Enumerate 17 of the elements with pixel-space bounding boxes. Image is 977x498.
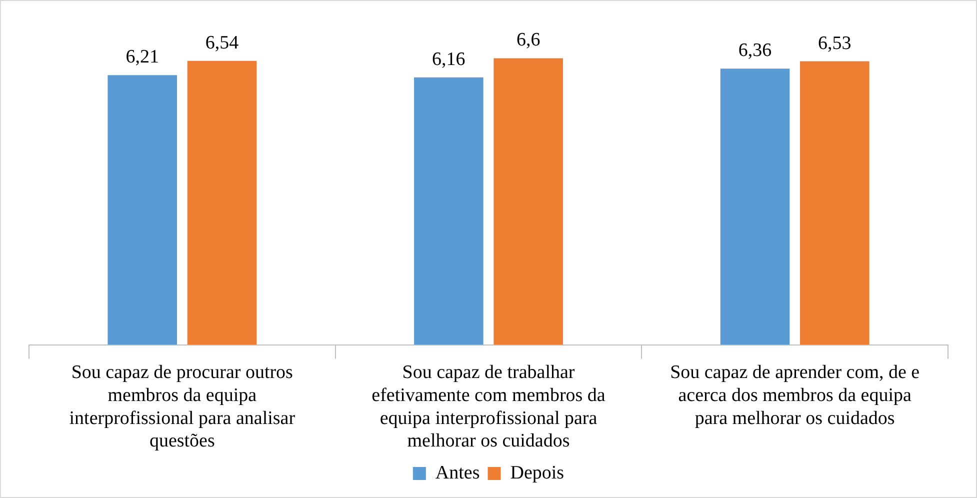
bar	[494, 58, 563, 345]
bar	[108, 75, 177, 345]
data-label: 6,54	[205, 32, 240, 54]
x-tick-label: Sou capaz de procurar outros membros da equipa interprofissional para analisar questões	[69, 362, 296, 452]
legend-label: Antes	[435, 462, 480, 484]
bar	[187, 60, 257, 345]
data-label: 6,6	[516, 30, 540, 51]
data-label: 6,36	[738, 40, 772, 62]
legend-label: Depois	[510, 462, 564, 484]
x-tick-label: Sou capaz de aprender com, de e acerca dos membros da equipa para melhorar os cuidados	[670, 362, 920, 429]
data-label: 6,16	[432, 48, 466, 70]
bar	[800, 61, 870, 345]
x-tick-label: Sou capaz de trabalhar efetivamente com membros da equipa interprofissional para melhorar os cuidados	[372, 362, 606, 452]
bar	[414, 77, 484, 345]
data-label: 6,21	[126, 46, 159, 68]
bar	[720, 68, 790, 345]
data-label: 6,53	[818, 32, 852, 54]
